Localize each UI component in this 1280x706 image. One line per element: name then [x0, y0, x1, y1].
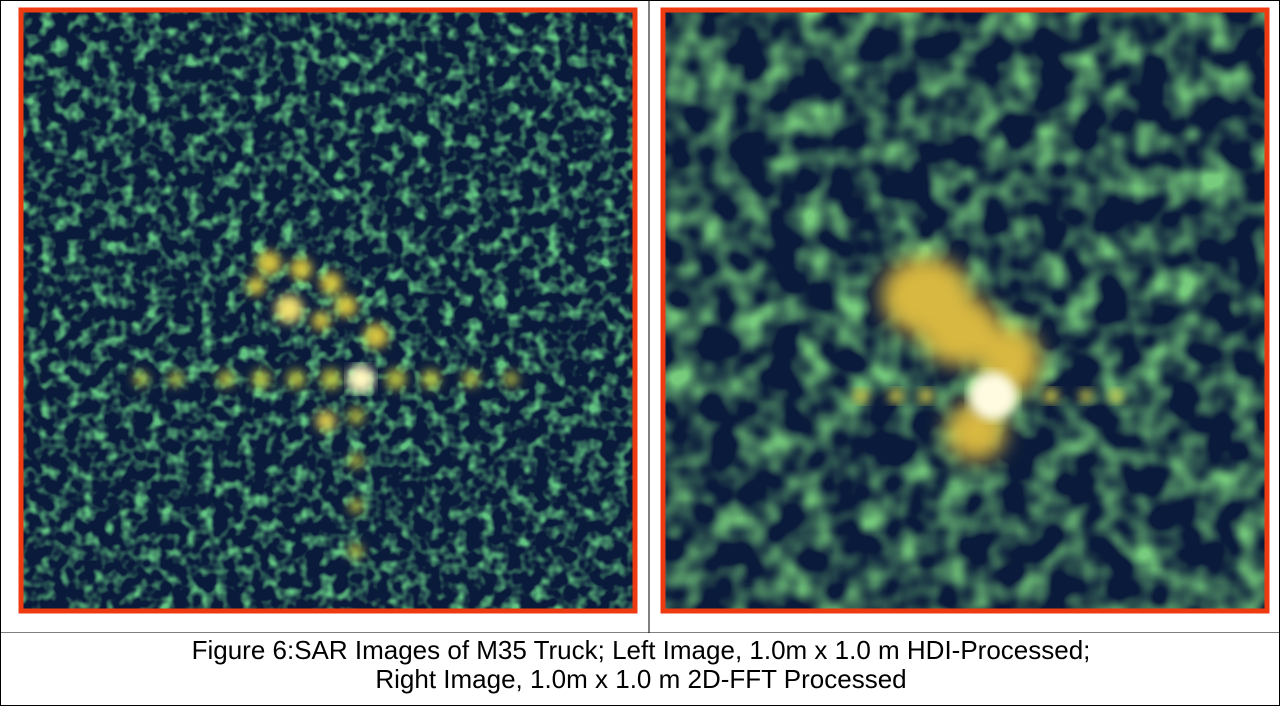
- caption-line: Figure 6:SAR Images of M35 Truck; Left I…: [2, 636, 1280, 665]
- figure-table: Figure 6:SAR Images of M35 Truck; Left I…: [0, 0, 1280, 706]
- caption-line: Right Image, 1.0m x 1.0 m 2D-FFT Process…: [2, 665, 1280, 694]
- left-sar-image: [21, 10, 635, 611]
- figure-caption: Figure 6:SAR Images of M35 Truck; Left I…: [2, 634, 1280, 706]
- right-sar-image: [663, 10, 1267, 611]
- figure-images: [1, 1, 1279, 633]
